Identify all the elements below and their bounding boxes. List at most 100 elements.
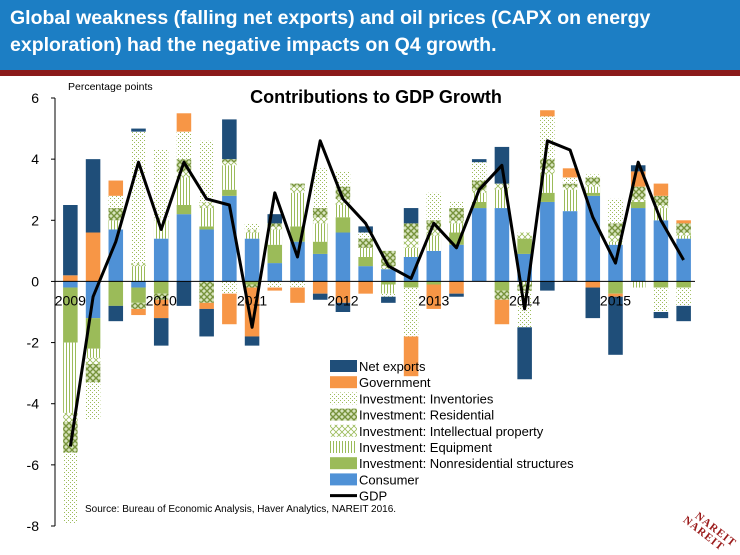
legend-label: Consumer	[359, 472, 420, 487]
bar-equipment-2009Q3	[108, 220, 124, 230]
bar-equipment-2015Q4	[676, 235, 691, 239]
bar-net_exports-2009Q2	[85, 159, 101, 233]
bar-intellectual_property-2010Q1	[153, 217, 169, 221]
bar-nonres_structures-2010Q4	[222, 189, 237, 196]
bar-government-2010Q3	[199, 302, 214, 309]
bar-intellectual_property-2013Q2	[449, 220, 464, 224]
legend-swatch	[330, 424, 357, 437]
bar-net_exports-2014Q4	[585, 287, 601, 319]
bar-intellectual_property-2011Q4	[312, 217, 328, 224]
bar-intellectual_property-2010Q3	[199, 201, 214, 209]
bar-inventories-2009Q3	[108, 195, 124, 209]
bar-inventories-2011Q1	[244, 223, 260, 230]
bar-net_exports-2009Q4	[131, 128, 146, 132]
bar-government-2009Q1	[63, 275, 78, 282]
bar-equipment-2010Q4	[222, 165, 237, 190]
bar-equipment-2011Q4	[312, 223, 328, 242]
bar-net_exports-2012Q1	[335, 302, 351, 312]
bar-intellectual_property-2009Q4	[131, 263, 146, 267]
bar-consumer-2013Q4	[494, 208, 510, 282]
bar-government-2010Q4	[222, 293, 237, 325]
bar-government-2013Q1	[426, 284, 442, 309]
bar-net_exports-2010Q4	[222, 119, 237, 160]
bar-residential-2011Q4	[312, 208, 328, 218]
bar-net_exports-2013Q2	[449, 293, 464, 297]
legend-label: Investment: Intellectual property	[359, 424, 544, 439]
bar-equipment-2015Q2	[630, 281, 646, 288]
legend-swatch	[330, 473, 357, 486]
bar-net_exports-2015Q4	[676, 305, 691, 322]
bar-nonres_structures-2014Q1	[517, 238, 532, 254]
bar-residential-2013Q4	[494, 290, 510, 300]
bar-consumer-2010Q1	[153, 238, 169, 282]
bar-residential-2012Q4	[403, 223, 419, 239]
legend-label: GDP	[359, 489, 387, 504]
bar-residential-2013Q2	[449, 208, 464, 221]
legend-label: Government	[359, 375, 431, 390]
y-tick-label: 6	[31, 90, 39, 106]
bar-consumer-2012Q2	[358, 266, 373, 282]
y-tick-label: 2	[31, 212, 39, 228]
bar-nonres_structures-2012Q2	[358, 256, 373, 267]
bar-inventories-2013Q2	[449, 201, 464, 209]
bar-residential-2011Q1	[244, 284, 260, 288]
bar-inventories-2012Q2	[358, 232, 373, 239]
bar-nonres_structures-2012Q1	[335, 217, 351, 233]
bar-nonres_structures-2013Q1	[426, 281, 442, 285]
bar-residential-2011Q3	[290, 183, 305, 187]
bar-equipment-2011Q3	[290, 192, 305, 227]
bar-nonres_structures-2010Q3	[199, 226, 214, 230]
y-axis-label: Percentage points	[68, 81, 153, 93]
bar-nonres_structures-2010Q2	[176, 205, 192, 215]
bar-intellectual_property-2012Q4	[403, 238, 419, 248]
bar-residential-2014Q3	[562, 183, 578, 187]
bar-government-2014Q3	[562, 168, 578, 178]
bar-equipment-2010Q2	[176, 177, 192, 205]
bar-net_exports-2011Q4	[312, 293, 328, 300]
bar-intellectual_property-2011Q1	[244, 229, 260, 233]
bar-government-2015Q3	[653, 183, 669, 196]
bar-nonres_structures-2009Q3	[108, 281, 124, 306]
bar-equipment-2013Q2	[449, 223, 464, 233]
bar-intellectual_property-2011Q2	[267, 226, 283, 230]
bar-residential-2009Q3	[108, 208, 124, 221]
x-year-label: 2009	[55, 292, 86, 308]
bar-nonres_structures-2013Q3	[471, 201, 487, 209]
bar-consumer-2013Q3	[471, 208, 487, 282]
bar-intellectual_property-2012Q1	[335, 198, 351, 205]
bar-residential-2015Q2	[630, 186, 646, 199]
bar-consumer-2009Q1	[63, 281, 78, 288]
bar-equipment-2012Q1	[335, 205, 351, 218]
bar-government-2009Q2	[85, 232, 101, 282]
x-year-label: 2010	[146, 292, 177, 308]
bar-residential-2010Q4	[222, 159, 237, 163]
bar-residential-2015Q3	[653, 195, 669, 205]
legend-swatch	[330, 376, 357, 389]
bar-nonres_structures-2015Q4	[676, 281, 691, 288]
bar-net_exports-2013Q3	[471, 159, 487, 163]
bar-residential-2014Q1	[517, 284, 532, 291]
legend-swatch	[330, 457, 357, 470]
bar-inventories-2009Q4	[131, 131, 146, 264]
bar-nonres_structures-2009Q1	[63, 287, 78, 343]
bar-net_exports-2010Q1	[153, 318, 169, 346]
bar-equipment-2014Q1	[517, 281, 532, 285]
bar-inventories-2014Q2	[540, 116, 555, 160]
bar-consumer-2012Q3	[381, 269, 396, 282]
bar-government-2009Q3	[108, 180, 124, 196]
bar-consumer-2011Q2	[267, 263, 283, 282]
bar-net_exports-2012Q4	[403, 208, 419, 224]
bar-equipment-2012Q4	[403, 247, 419, 257]
bar-government-2012Q1	[335, 281, 351, 303]
bar-intellectual_property-2015Q1	[608, 235, 623, 242]
bar-consumer-2009Q4	[131, 281, 146, 288]
bar-residential-2009Q2	[85, 363, 101, 383]
y-tick-label: -8	[27, 518, 40, 534]
bar-intellectual_property-2009Q2	[85, 357, 101, 364]
bar-intellectual_property-2014Q3	[562, 186, 578, 190]
bar-intellectual_property-2013Q4	[494, 183, 510, 190]
bars	[63, 110, 691, 523]
bar-inventories-2010Q3	[199, 140, 214, 202]
source-note: Source: Bureau of Economic Analysis, Hav…	[85, 504, 396, 515]
y-tick-label: 4	[31, 151, 39, 167]
